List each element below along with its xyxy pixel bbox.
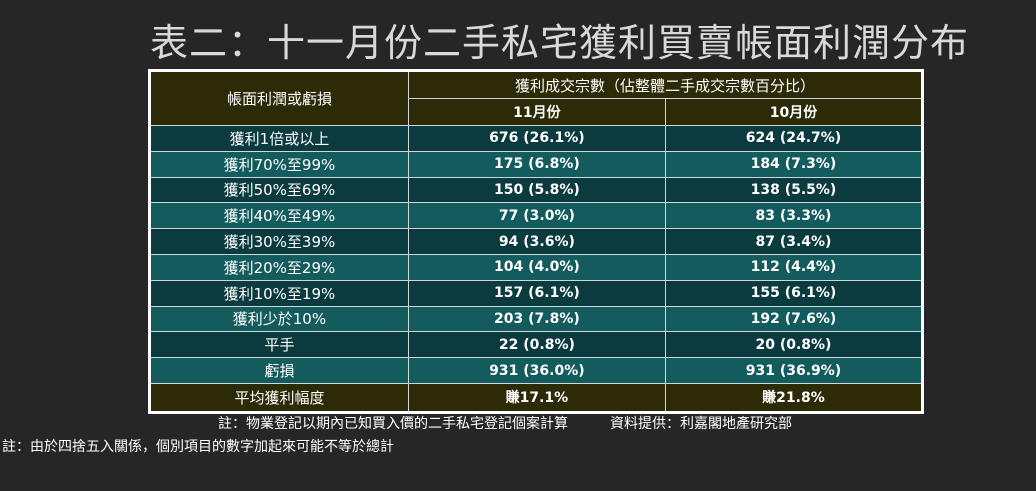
table-row: 獲利50%至69% 150 (5.8%) 138 (5.5%) <box>149 176 924 204</box>
page-title: 表二：十一月份二手私宅獲利買賣帳面利潤分布 <box>150 21 970 65</box>
table-row: 獲利10%至19% 157 (6.1%) 155 (6.1%) <box>149 279 924 307</box>
footnote-row: 註：物業登記以期內已知買入價的二手私宅登記個案計算 資料提供：利嘉閣地產研究部 <box>218 413 792 433</box>
footer-oct: 賺21.8% <box>664 382 924 413</box>
value-nov: 77 (3.0%) <box>407 202 666 230</box>
source-credit: 資料提供：利嘉閣地產研究部 <box>610 416 792 432</box>
table-row: 獲利少於10% 203 (7.8%) 192 (7.6%) <box>149 305 924 333</box>
value-oct: 83 (3.3%) <box>664 202 924 230</box>
footnote-method: 註：物業登記以期內已知買入價的二手私宅登記個案計算 <box>218 416 568 432</box>
footer-label: 平均獲利幅度 <box>149 382 409 413</box>
value-nov: 175 (6.8%) <box>407 150 666 178</box>
table-row: 獲利70%至99% 175 (6.8%) 184 (7.3%) <box>149 150 924 178</box>
value-oct: 624 (24.7%) <box>664 125 924 152</box>
value-nov: 676 (26.1%) <box>407 125 666 152</box>
value-nov: 931 (36.0%) <box>407 357 666 384</box>
table-row: 獲利20%至29% 104 (4.0%) 112 (4.4%) <box>149 253 924 281</box>
row-label: 平手 <box>149 331 409 359</box>
value-oct: 138 (5.5%) <box>664 176 924 204</box>
value-nov: 104 (4.0%) <box>407 253 666 281</box>
value-oct: 112 (4.4%) <box>664 253 924 281</box>
value-oct: 184 (7.3%) <box>664 150 924 178</box>
value-oct: 192 (7.6%) <box>664 305 924 333</box>
table-row: 獲利30%至39% 94 (3.6%) 87 (3.4%) <box>149 228 924 255</box>
value-nov: 94 (3.6%) <box>407 228 666 255</box>
row-label: 獲利20%至29% <box>149 253 409 281</box>
row-label: 獲利50%至69% <box>149 176 409 204</box>
row-label: 獲利少於10% <box>149 305 409 333</box>
footnote-rounding: 註：由於四捨五入關係，個別項目的數字加起來可能不等於總計 <box>2 439 394 455</box>
row-label: 獲利30%至39% <box>149 228 409 255</box>
row-label: 虧損 <box>149 357 409 384</box>
profit-distribution-table: 帳面利潤或虧損 獲利成交宗數（佔整體二手成交宗數百分比） 11月份 10月份 獲… <box>148 69 924 414</box>
group-header: 獲利成交宗數（佔整體二手成交宗數百分比） <box>407 70 924 99</box>
value-oct: 931 (36.9%) <box>664 357 924 384</box>
row-label: 獲利40%至49% <box>149 202 409 230</box>
table-row: 平手 22 (0.8%) 20 (0.8%) <box>149 331 924 359</box>
row-label: 獲利10%至19% <box>149 279 409 307</box>
row-header: 帳面利潤或虧損 <box>149 70 409 126</box>
value-oct: 87 (3.4%) <box>664 228 924 255</box>
value-oct: 20 (0.8%) <box>664 331 924 359</box>
footer-nov: 賺17.1% <box>407 382 666 413</box>
column-header-nov: 11月份 <box>407 98 666 126</box>
value-oct: 155 (6.1%) <box>664 279 924 307</box>
table-row: 獲利40%至49% 77 (3.0%) 83 (3.3%) <box>149 202 924 230</box>
value-nov: 22 (0.8%) <box>407 331 666 359</box>
value-nov: 150 (5.8%) <box>407 176 666 204</box>
value-nov: 157 (6.1%) <box>407 279 666 307</box>
column-header-oct: 10月份 <box>664 98 924 126</box>
table-row: 虧損 931 (36.0%) 931 (36.9%) <box>149 357 924 384</box>
value-nov: 203 (7.8%) <box>407 305 666 333</box>
footer-row: 平均獲利幅度 賺17.1% 賺21.8% <box>149 382 924 413</box>
table-row: 獲利1倍或以上 676 (26.1%) 624 (24.7%) <box>149 125 924 152</box>
row-label: 獲利1倍或以上 <box>149 125 409 152</box>
row-label: 獲利70%至99% <box>149 150 409 178</box>
